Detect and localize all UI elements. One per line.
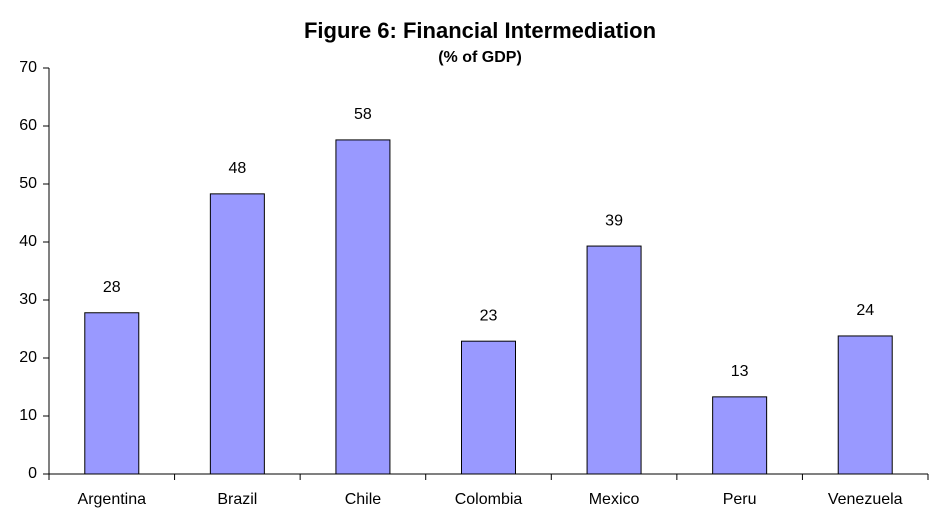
x-tick-label: Argentina (78, 491, 147, 508)
bar (837, 335, 893, 475)
data-label: 58 (354, 106, 372, 123)
y-tick-label: 50 (19, 175, 37, 192)
y-tick-label: 30 (19, 291, 37, 308)
y-tick-label: 70 (19, 59, 37, 76)
data-label: 39 (605, 212, 623, 229)
chart-title: Figure 6: Financial Intermediation (304, 18, 656, 43)
bar (209, 193, 265, 475)
bar (335, 139, 391, 475)
bar (586, 245, 642, 475)
x-tick-label: Venezuela (828, 491, 903, 508)
x-tick-label: Colombia (455, 491, 523, 508)
y-tick-label: 10 (19, 407, 37, 424)
x-tick-label: Peru (723, 491, 757, 508)
x-tick-label: Chile (345, 491, 382, 508)
y-tick-label: 40 (19, 233, 37, 250)
data-label: 28 (103, 279, 121, 296)
bar (712, 396, 768, 475)
bar (84, 312, 140, 475)
data-label: 13 (731, 363, 749, 380)
y-tick-label: 20 (19, 349, 37, 366)
data-label: 23 (480, 307, 498, 324)
chart-subtitle: (% of GDP) (438, 49, 522, 66)
bar (461, 340, 516, 475)
data-label: 24 (856, 302, 874, 319)
data-label: 48 (228, 160, 246, 177)
x-tick-label: Brazil (217, 491, 257, 508)
y-tick-label: 60 (19, 117, 37, 134)
y-tick-label: 0 (28, 465, 37, 482)
x-tick-label: Mexico (589, 491, 640, 508)
